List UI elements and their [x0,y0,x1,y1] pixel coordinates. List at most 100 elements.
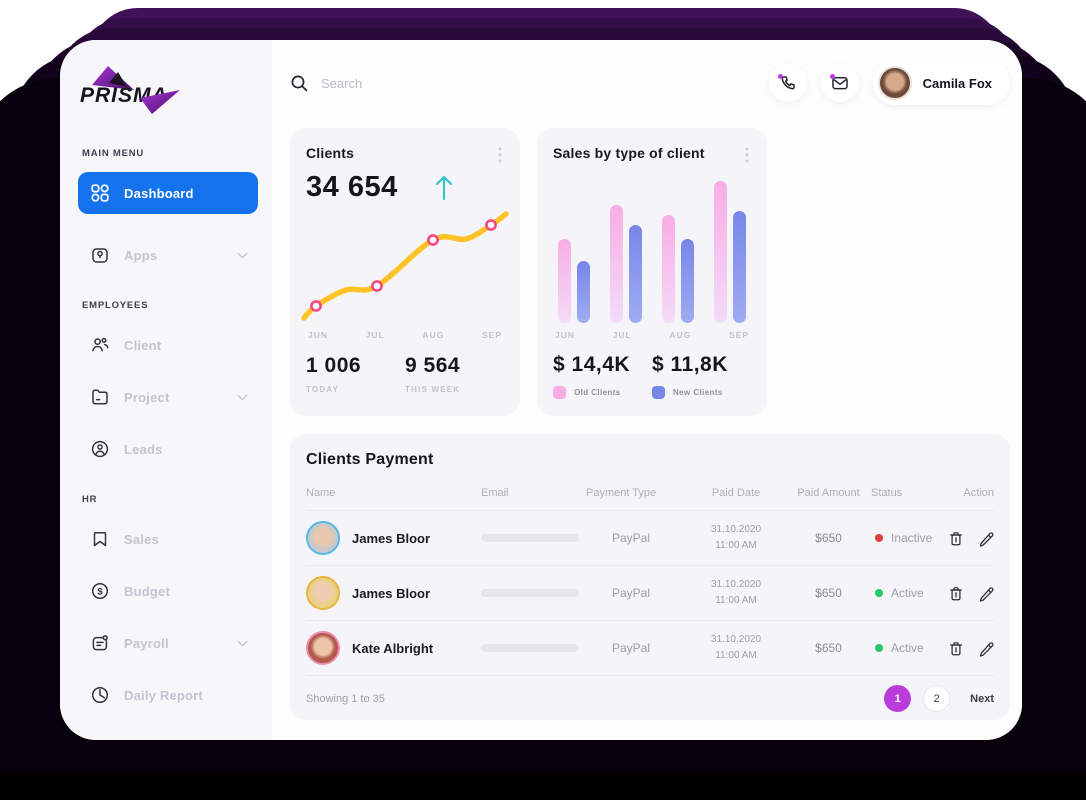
next-page-button[interactable]: Next [970,692,994,705]
column-header: Action [963,486,994,499]
new-clients-swatch [652,386,665,399]
search-input[interactable] [321,75,541,91]
status-badge: Active [871,586,961,600]
mail-icon [831,74,849,92]
status-text: Active [891,641,924,655]
sales-month-labels: JUN JUL AUG SEP [553,330,751,340]
new-clients-total: $ 11,8K New Clients [652,353,751,399]
user-menu[interactable]: Camila Fox [872,61,1010,105]
apps-icon [91,246,109,264]
legend-label: Old Clients [574,388,621,397]
project-folder-icon [91,388,109,406]
total-value: $ 14,4K [553,353,631,376]
sidebar-item-label: Client [124,337,162,353]
bar-group-aug [662,215,694,323]
dashboard-grid-icon [91,184,109,202]
chevron-down-icon [237,640,248,647]
payment-type: PayPal [612,586,651,600]
main-content: Camila Fox Clients 34 654 [272,40,1022,740]
page-button-2[interactable]: 2 [923,685,951,712]
month-label: JUL [612,330,632,340]
data-point-jul [371,280,383,292]
status-dot [875,534,883,542]
topbar: Camila Fox [290,40,1010,126]
sidebar-item-leads[interactable]: Leads [78,428,258,470]
edit-button[interactable] [978,640,994,657]
sidebar-item-label: Daily Report [124,687,203,703]
avatar [306,631,340,665]
sales-card-menu-icon[interactable] [743,145,751,165]
mail-notification-dot [829,74,835,79]
svg-text:$: $ [97,587,103,598]
sidebar-item-dashboard[interactable]: Dashboard [78,172,258,214]
time: 11:00 AM [715,650,757,661]
paid-amount: $650 [815,531,842,545]
trend-up-icon [434,174,454,201]
delete-button[interactable] [948,640,964,657]
delete-button[interactable] [948,585,964,602]
status-badge: Inactive [871,531,961,545]
edit-button[interactable] [978,530,994,547]
clients-line-chart [301,211,509,321]
sidebar-item-label: Budget [124,583,170,599]
stat-today: 1 006 TODAY [306,354,405,394]
column-header: Name [306,486,336,499]
bar [681,239,694,323]
mail-button[interactable] [820,64,859,102]
bar-group-sep [714,181,746,323]
status-dot [875,644,883,652]
chevron-down-icon [237,394,248,401]
stat-label: THIS WEEK [405,385,461,394]
avatar [306,521,340,555]
table-row[interactable]: Kate Albright PayPal 31.10.2020 11:00 AM… [306,621,994,676]
page-button-1[interactable]: 1 [884,685,912,712]
sales-bar-chart [553,181,751,323]
clients-card-menu-icon[interactable] [496,145,504,165]
sales-card-title: Sales by type of client [553,145,705,161]
month-label: JUN [555,330,576,340]
clients-month-labels: JUN JUL AUG SEP [306,330,504,340]
column-header: Status [871,486,903,499]
table-row[interactable]: James Bloor PayPal 31.10.2020 11:00 AM $… [306,566,994,621]
column-header: Paid Amount [797,486,860,499]
bar [558,239,571,323]
sidebar-item-payroll[interactable]: Payroll [78,622,258,664]
sidebar-item-budget[interactable]: $ Budget [78,570,258,612]
avatar [306,576,340,610]
paid-amount: $650 [815,641,842,655]
table-header: Name Email Payment Type Paid Date Paid A… [306,475,994,511]
month-label: AUG [422,330,445,340]
sidebar-item-label: Leads [124,441,163,457]
table-row[interactable]: James Bloor PayPal 31.10.2020 11:00 AM $… [306,511,994,566]
clients-payment-card: Clients Payment Name Email Payment Type … [290,434,1010,720]
clients-icon [91,336,109,354]
month-label: SEP [728,330,749,340]
sidebar-item-client[interactable]: Client [78,324,258,366]
payment-type: PayPal [612,641,651,655]
sidebar-item-project[interactable]: Project [78,376,258,418]
status-text: Active [891,586,924,600]
sidebar-item-label: Dashboard [124,185,194,201]
bar [662,215,675,323]
phone-button[interactable] [768,64,807,102]
sidebar-item-apps[interactable]: Apps [78,234,258,276]
sidebar-item-daily-report[interactable]: Daily Report [78,674,258,716]
stat-value: 9 564 [405,354,461,377]
column-header: Paid Date [711,486,761,499]
delete-button[interactable] [948,530,964,547]
pagination: 1 2 Next [884,685,994,712]
bar [733,211,746,323]
avatar [877,66,912,100]
payment-type: PayPal [612,531,651,545]
client-name: James Bloor [352,585,431,601]
sidebar-item-label: Sales [124,531,159,547]
paid-date: 31.10.2020 11:00 AM [686,577,786,609]
sidebar-item-sales[interactable]: Sales [78,518,258,560]
bar-group-jul [610,205,642,323]
edit-button[interactable] [978,585,994,602]
showing-text: Showing 1 to 35 [306,692,385,705]
stat-this-week: 9 564 THIS WEEK [405,354,504,394]
sales-card: Sales by type of client JUN JUL AUG SEP [537,128,767,416]
daily-report-icon [91,686,109,704]
